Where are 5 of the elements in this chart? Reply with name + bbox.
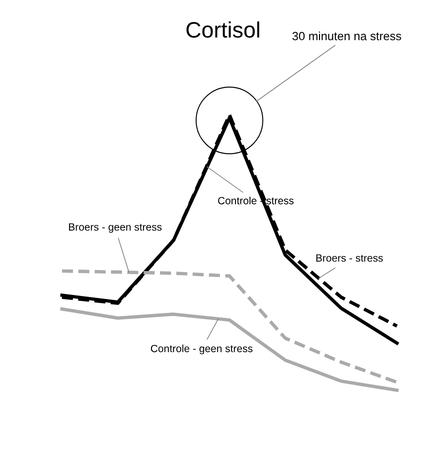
chart-title: Cortisol — [186, 21, 260, 38]
series-label: Broers - stress — [316, 254, 383, 262]
text: Broers - geen stress — [69, 223, 162, 233]
text: 30 minuten na stress — [292, 32, 402, 40]
series-label: Controle - geen stress — [150, 344, 252, 354]
